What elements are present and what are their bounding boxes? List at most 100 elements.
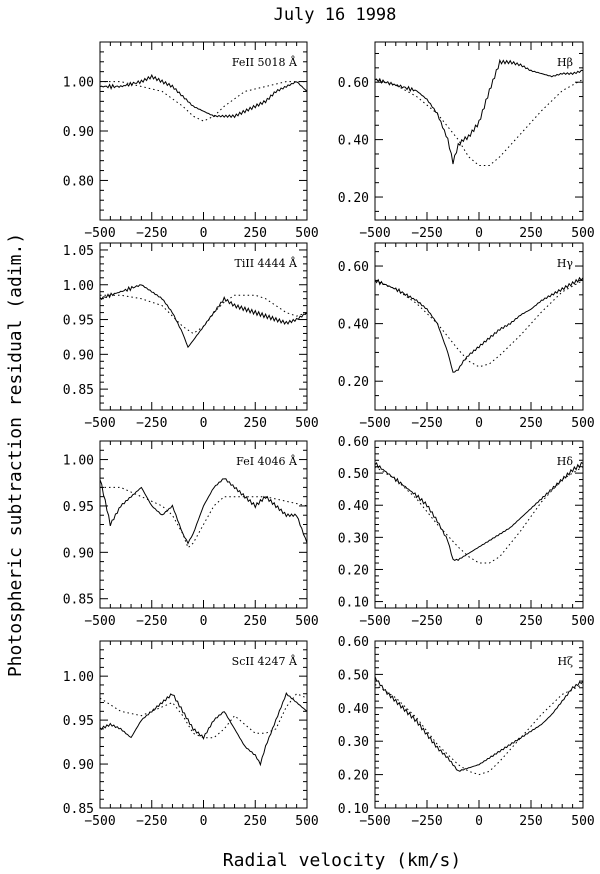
figure-title: July 16 1998 bbox=[274, 5, 397, 25]
y-tick-label: 1.00 bbox=[63, 454, 94, 469]
y-tick-label: 0.85 bbox=[63, 383, 94, 398]
y-tick-label: 0.60 bbox=[338, 76, 369, 91]
x-tick-label: 0 bbox=[200, 814, 208, 829]
panel-label: Hζ bbox=[557, 655, 573, 668]
y-tick-label: 1.00 bbox=[63, 279, 94, 294]
x-tick-label: −250 bbox=[136, 814, 167, 829]
x-tick-label: 500 bbox=[295, 416, 318, 431]
y-tick-label: 0.90 bbox=[63, 546, 94, 561]
chart-panel: −500 −250 0 250 500 0.10 0.20 0.30 0.40 0.50 0.60 H… bbox=[338, 435, 595, 629]
x-tick-label: 0 bbox=[475, 614, 483, 629]
observed-profile-line bbox=[99, 73, 308, 119]
observed-profile-line bbox=[374, 676, 584, 772]
chart-panel: −500 −250 0 250 500 0.20 0.40 0.60 Hγ bbox=[338, 242, 595, 431]
model-profile-line bbox=[374, 279, 584, 368]
y-tick-label: 0.40 bbox=[338, 702, 369, 717]
panel-frame bbox=[374, 640, 584, 809]
x-tick-label: −250 bbox=[136, 416, 167, 431]
x-tick-label: 500 bbox=[571, 814, 594, 829]
y-tick-label: 0.20 bbox=[338, 375, 369, 390]
x-tick-label: −500 bbox=[359, 416, 390, 431]
x-tick-label: 250 bbox=[519, 614, 542, 629]
observed-profile-line bbox=[99, 284, 308, 349]
x-tick-label: −500 bbox=[359, 226, 390, 241]
chart-panel: −500 −250 0 250 500 0.85 0.90 0.95 1.00 ScII 4247… bbox=[63, 640, 319, 829]
x-tick-label: −250 bbox=[136, 614, 167, 629]
chart-panel: −500 −250 0 250 500 0.85 0.90 0.95 1.00 1.05 TiII … bbox=[63, 242, 319, 431]
x-tick-label: 0 bbox=[200, 614, 208, 629]
x-tick-label: 500 bbox=[571, 614, 594, 629]
x-tick-label: 250 bbox=[519, 814, 542, 829]
y-tick-label: 0.95 bbox=[63, 714, 94, 729]
x-tick-label: 250 bbox=[244, 814, 267, 829]
x-tick-label: 250 bbox=[244, 226, 267, 241]
y-axis-label: Photospheric subtraction residual (adim.… bbox=[5, 233, 26, 677]
panel-label: Hδ bbox=[557, 455, 574, 468]
chart-panel: −500 −250 0 250 500 0.80 0.90 1.00 FeII 5018 Å bbox=[63, 41, 319, 241]
model-profile-line bbox=[100, 486, 308, 549]
y-tick-label: 0.40 bbox=[338, 499, 369, 514]
x-tick-label: 500 bbox=[295, 614, 318, 629]
x-tick-label: 500 bbox=[295, 226, 318, 241]
y-tick-label: 0.50 bbox=[338, 668, 369, 683]
model-profile-line bbox=[100, 81, 307, 122]
observed-profile-line bbox=[99, 692, 308, 767]
x-tick-label: −250 bbox=[411, 614, 442, 629]
x-tick-label: −500 bbox=[84, 614, 115, 629]
x-tick-label: −500 bbox=[84, 814, 115, 829]
x-tick-label: −500 bbox=[84, 226, 115, 241]
x-tick-label: 250 bbox=[519, 416, 542, 431]
x-tick-label: 0 bbox=[475, 416, 483, 431]
y-tick-label: 0.30 bbox=[338, 531, 369, 546]
model-profile-line bbox=[374, 683, 584, 776]
y-tick-label: 0.60 bbox=[338, 260, 369, 275]
chart-panel: −500 −250 0 250 500 0.10 0.20 0.30 0.40 0.50 0.60 H… bbox=[338, 635, 595, 829]
panel-label: FeII 5018 Å bbox=[232, 55, 298, 69]
y-tick-label: 0.85 bbox=[63, 593, 94, 608]
panel-label: TiII 4444 Å bbox=[235, 256, 299, 270]
panel-frame bbox=[374, 41, 584, 221]
observed-profile-line bbox=[374, 276, 584, 373]
model-profile-line bbox=[99, 693, 308, 739]
x-tick-label: 250 bbox=[519, 226, 542, 241]
panel-frame bbox=[374, 440, 584, 609]
x-tick-label: −500 bbox=[84, 416, 115, 431]
y-tick-label: 0.90 bbox=[63, 348, 94, 363]
observed-profile-line bbox=[374, 461, 584, 561]
x-tick-label: 250 bbox=[244, 614, 267, 629]
y-tick-label: 0.10 bbox=[338, 596, 369, 611]
chart-panel: −500 −250 0 250 500 0.85 0.90 0.95 1.00 FeI 4046 … bbox=[63, 440, 319, 629]
x-tick-label: 0 bbox=[200, 416, 208, 431]
y-tick-label: 0.20 bbox=[338, 769, 369, 784]
y-tick-label: 0.90 bbox=[63, 758, 94, 773]
panel-grid: −500 −250 0 250 500 0.80 0.90 1.00 FeII 5018 Å −5… bbox=[63, 41, 595, 829]
x-tick-label: −250 bbox=[411, 416, 442, 431]
x-tick-label: −500 bbox=[359, 614, 390, 629]
y-tick-label: 0.30 bbox=[338, 735, 369, 750]
y-tick-label: 0.50 bbox=[338, 467, 369, 482]
model-profile-line bbox=[100, 294, 308, 335]
panel-label: ScII 4247 Å bbox=[232, 654, 298, 668]
y-tick-label: 0.10 bbox=[338, 802, 369, 817]
panel-label: Hγ bbox=[557, 257, 574, 270]
x-tick-label: 250 bbox=[244, 416, 267, 431]
y-tick-label: 0.40 bbox=[338, 134, 369, 149]
panel-label: Hβ bbox=[557, 56, 573, 69]
y-tick-label: 1.00 bbox=[63, 76, 94, 91]
x-tick-label: 0 bbox=[475, 226, 483, 241]
y-tick-label: 0.90 bbox=[63, 125, 94, 140]
panel-label: FeI 4046 Å bbox=[236, 454, 298, 468]
model-profile-line bbox=[374, 78, 584, 166]
chart-panel: −500 −250 0 250 500 0.20 0.40 0.60 Hβ bbox=[338, 41, 595, 241]
x-tick-label: −250 bbox=[136, 226, 167, 241]
model-profile-line bbox=[374, 466, 584, 564]
y-tick-label: 0.80 bbox=[63, 174, 94, 189]
y-tick-label: 0.85 bbox=[63, 802, 94, 817]
panel-frame bbox=[374, 242, 584, 411]
x-tick-label: 500 bbox=[295, 814, 318, 829]
y-tick-label: 0.40 bbox=[338, 318, 369, 333]
y-tick-label: 0.60 bbox=[338, 435, 369, 450]
y-tick-label: 0.20 bbox=[338, 563, 369, 578]
x-tick-label: 0 bbox=[475, 814, 483, 829]
